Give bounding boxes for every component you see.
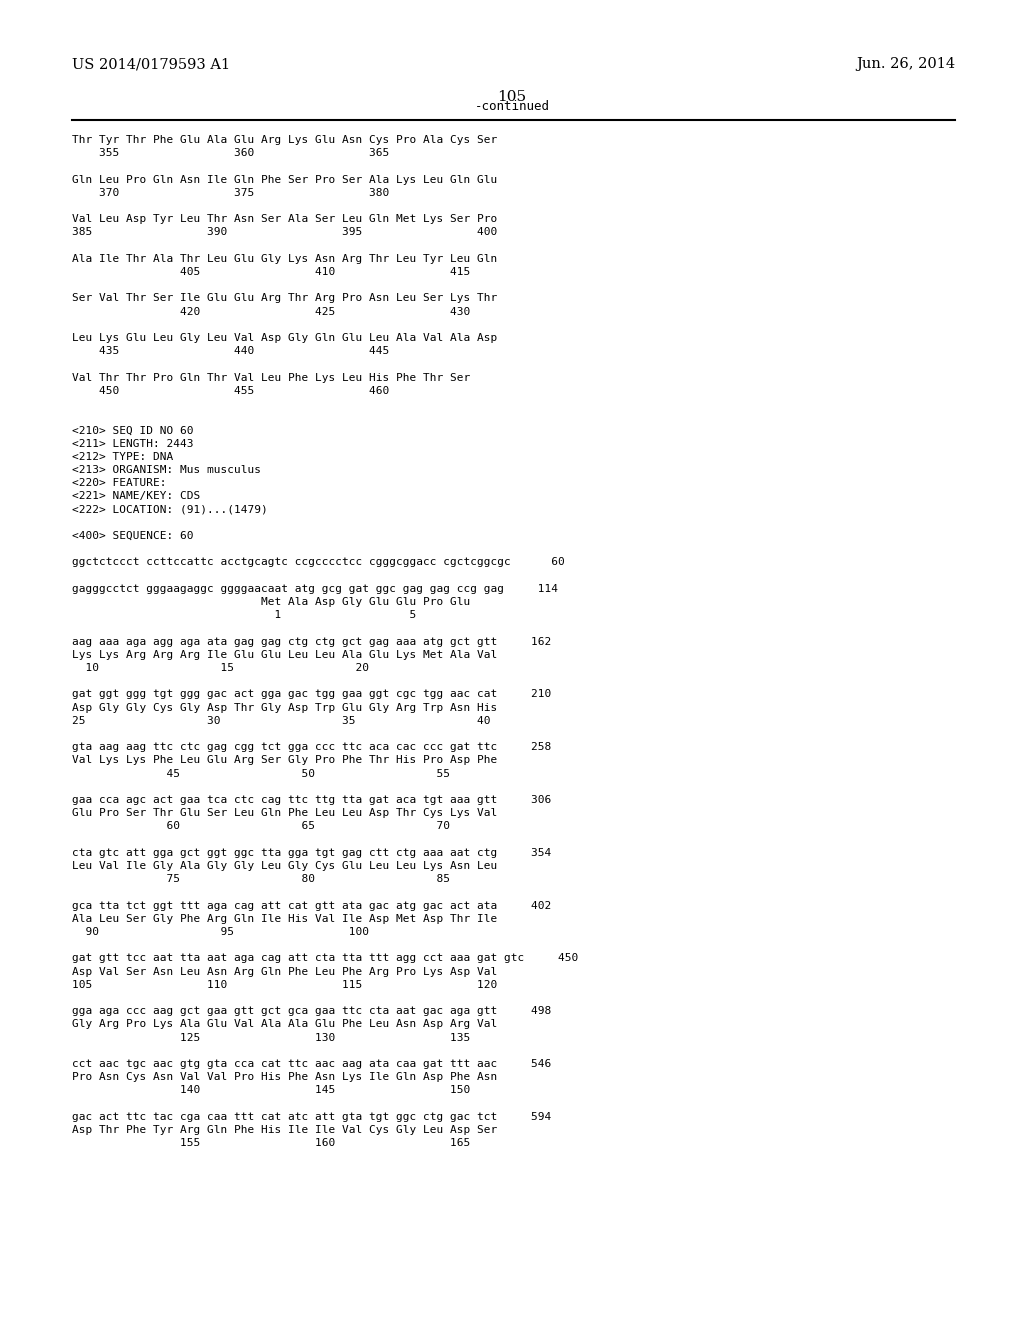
Text: cct aac tgc aac gtg gta cca cat ttc aac aag ata caa gat ttt aac     546: cct aac tgc aac gtg gta cca cat ttc aac … bbox=[72, 1059, 551, 1069]
Text: ggctctccct ccttccattc acctgcagtc ccgcccctcc cgggcggacc cgctcggcgc      60: ggctctccct ccttccattc acctgcagtc ccgcccc… bbox=[72, 557, 565, 568]
Text: Asp Gly Gly Cys Gly Asp Thr Gly Asp Trp Glu Gly Arg Trp Asn His: Asp Gly Gly Cys Gly Asp Thr Gly Asp Trp … bbox=[72, 702, 498, 713]
Text: <220> FEATURE:: <220> FEATURE: bbox=[72, 478, 167, 488]
Text: <221> NAME/KEY: CDS: <221> NAME/KEY: CDS bbox=[72, 491, 201, 502]
Text: Val Lys Lys Phe Leu Glu Arg Ser Gly Pro Phe Thr His Pro Asp Phe: Val Lys Lys Phe Leu Glu Arg Ser Gly Pro … bbox=[72, 755, 498, 766]
Text: <222> LOCATION: (91)...(1479): <222> LOCATION: (91)...(1479) bbox=[72, 504, 267, 515]
Text: Ala Leu Ser Gly Phe Arg Gln Ile His Val Ile Asp Met Asp Thr Ile: Ala Leu Ser Gly Phe Arg Gln Ile His Val … bbox=[72, 913, 498, 924]
Text: 155                 160                 165: 155 160 165 bbox=[72, 1138, 470, 1148]
Text: Glu Pro Ser Thr Glu Ser Leu Gln Phe Leu Leu Asp Thr Cys Lys Val: Glu Pro Ser Thr Glu Ser Leu Gln Phe Leu … bbox=[72, 808, 498, 818]
Text: 10                  15                  20: 10 15 20 bbox=[72, 663, 369, 673]
Text: 125                 130                 135: 125 130 135 bbox=[72, 1032, 470, 1043]
Text: gagggcctct gggaagaggc ggggaacaat atg gcg gat ggc gag gag ccg gag     114: gagggcctct gggaagaggc ggggaacaat atg gcg… bbox=[72, 583, 558, 594]
Text: 450                 455                 460: 450 455 460 bbox=[72, 385, 389, 396]
Text: 140                 145                 150: 140 145 150 bbox=[72, 1085, 470, 1096]
Text: Met Ala Asp Gly Glu Glu Pro Glu: Met Ala Asp Gly Glu Glu Pro Glu bbox=[72, 597, 470, 607]
Text: 60                  65                  70: 60 65 70 bbox=[72, 821, 450, 832]
Text: 385                 390                 395                 400: 385 390 395 400 bbox=[72, 227, 498, 238]
Text: 420                 425                 430: 420 425 430 bbox=[72, 306, 470, 317]
Text: Leu Lys Glu Leu Gly Leu Val Asp Gly Gln Glu Leu Ala Val Ala Asp: Leu Lys Glu Leu Gly Leu Val Asp Gly Gln … bbox=[72, 333, 498, 343]
Text: Gly Arg Pro Lys Ala Glu Val Ala Ala Glu Phe Leu Asn Asp Arg Val: Gly Arg Pro Lys Ala Glu Val Ala Ala Glu … bbox=[72, 1019, 498, 1030]
Text: <212> TYPE: DNA: <212> TYPE: DNA bbox=[72, 451, 173, 462]
Text: Pro Asn Cys Asn Val Val Pro His Phe Asn Lys Ile Gln Asp Phe Asn: Pro Asn Cys Asn Val Val Pro His Phe Asn … bbox=[72, 1072, 498, 1082]
Text: gat gtt tcc aat tta aat aga cag att cta tta ttt agg cct aaa gat gtc     450: gat gtt tcc aat tta aat aga cag att cta … bbox=[72, 953, 579, 964]
Text: 355                 360                 365: 355 360 365 bbox=[72, 148, 389, 158]
Text: <211> LENGTH: 2443: <211> LENGTH: 2443 bbox=[72, 438, 194, 449]
Text: 90                  95                 100: 90 95 100 bbox=[72, 927, 369, 937]
Text: Jun. 26, 2014: Jun. 26, 2014 bbox=[856, 57, 955, 71]
Text: gac act ttc tac cga caa ttt cat atc att gta tgt ggc ctg gac tct     594: gac act ttc tac cga caa ttt cat atc att … bbox=[72, 1111, 551, 1122]
Text: Ala Ile Thr Ala Thr Leu Glu Gly Lys Asn Arg Thr Leu Tyr Leu Gln: Ala Ile Thr Ala Thr Leu Glu Gly Lys Asn … bbox=[72, 253, 498, 264]
Text: aag aaa aga agg aga ata gag gag ctg ctg gct gag aaa atg gct gtt     162: aag aaa aga agg aga ata gag gag ctg ctg … bbox=[72, 636, 551, 647]
Text: Val Leu Asp Tyr Leu Thr Asn Ser Ala Ser Leu Gln Met Lys Ser Pro: Val Leu Asp Tyr Leu Thr Asn Ser Ala Ser … bbox=[72, 214, 498, 224]
Text: gga aga ccc aag gct gaa gtt gct gca gaa ttc cta aat gac aga gtt     498: gga aga ccc aag gct gaa gtt gct gca gaa … bbox=[72, 1006, 551, 1016]
Text: <400> SEQUENCE: 60: <400> SEQUENCE: 60 bbox=[72, 531, 194, 541]
Text: 105: 105 bbox=[498, 90, 526, 104]
Text: Lys Lys Arg Arg Arg Ile Glu Glu Leu Leu Ala Glu Lys Met Ala Val: Lys Lys Arg Arg Arg Ile Glu Glu Leu Leu … bbox=[72, 649, 498, 660]
Text: gaa cca agc act gaa tca ctc cag ttc ttg tta gat aca tgt aaa gtt     306: gaa cca agc act gaa tca ctc cag ttc ttg … bbox=[72, 795, 551, 805]
Text: gca tta tct ggt ttt aga cag att cat gtt ata gac atg gac act ata     402: gca tta tct ggt ttt aga cag att cat gtt … bbox=[72, 900, 551, 911]
Text: Ser Val Thr Ser Ile Glu Glu Arg Thr Arg Pro Asn Leu Ser Lys Thr: Ser Val Thr Ser Ile Glu Glu Arg Thr Arg … bbox=[72, 293, 498, 304]
Text: 105                 110                 115                 120: 105 110 115 120 bbox=[72, 979, 498, 990]
Text: 1                   5: 1 5 bbox=[72, 610, 416, 620]
Text: gta aag aag ttc ctc gag cgg tct gga ccc ttc aca cac ccc gat ttc     258: gta aag aag ttc ctc gag cgg tct gga ccc … bbox=[72, 742, 551, 752]
Text: Val Thr Thr Pro Gln Thr Val Leu Phe Lys Leu His Phe Thr Ser: Val Thr Thr Pro Gln Thr Val Leu Phe Lys … bbox=[72, 372, 470, 383]
Text: 45                  50                  55: 45 50 55 bbox=[72, 768, 450, 779]
Text: -continued: -continued bbox=[474, 100, 550, 114]
Text: gat ggt ggg tgt ggg gac act gga gac tgg gaa ggt cgc tgg aac cat     210: gat ggt ggg tgt ggg gac act gga gac tgg … bbox=[72, 689, 551, 700]
Text: US 2014/0179593 A1: US 2014/0179593 A1 bbox=[72, 57, 230, 71]
Text: 435                 440                 445: 435 440 445 bbox=[72, 346, 389, 356]
Text: Gln Leu Pro Gln Asn Ile Gln Phe Ser Pro Ser Ala Lys Leu Gln Glu: Gln Leu Pro Gln Asn Ile Gln Phe Ser Pro … bbox=[72, 174, 498, 185]
Text: Leu Val Ile Gly Ala Gly Gly Leu Gly Cys Glu Leu Leu Lys Asn Leu: Leu Val Ile Gly Ala Gly Gly Leu Gly Cys … bbox=[72, 861, 498, 871]
Text: cta gtc att gga gct ggt ggc tta gga tgt gag ctt ctg aaa aat ctg     354: cta gtc att gga gct ggt ggc tta gga tgt … bbox=[72, 847, 551, 858]
Text: Thr Tyr Thr Phe Glu Ala Glu Arg Lys Glu Asn Cys Pro Ala Cys Ser: Thr Tyr Thr Phe Glu Ala Glu Arg Lys Glu … bbox=[72, 135, 498, 145]
Text: <210> SEQ ID NO 60: <210> SEQ ID NO 60 bbox=[72, 425, 194, 436]
Text: 25                  30                  35                  40: 25 30 35 40 bbox=[72, 715, 490, 726]
Text: 370                 375                 380: 370 375 380 bbox=[72, 187, 389, 198]
Text: Asp Thr Phe Tyr Arg Gln Phe His Ile Ile Val Cys Gly Leu Asp Ser: Asp Thr Phe Tyr Arg Gln Phe His Ile Ile … bbox=[72, 1125, 498, 1135]
Text: <213> ORGANISM: Mus musculus: <213> ORGANISM: Mus musculus bbox=[72, 465, 261, 475]
Text: 75                  80                  85: 75 80 85 bbox=[72, 874, 450, 884]
Text: Asp Val Ser Asn Leu Asn Arg Gln Phe Leu Phe Arg Pro Lys Asp Val: Asp Val Ser Asn Leu Asn Arg Gln Phe Leu … bbox=[72, 966, 498, 977]
Text: 405                 410                 415: 405 410 415 bbox=[72, 267, 470, 277]
